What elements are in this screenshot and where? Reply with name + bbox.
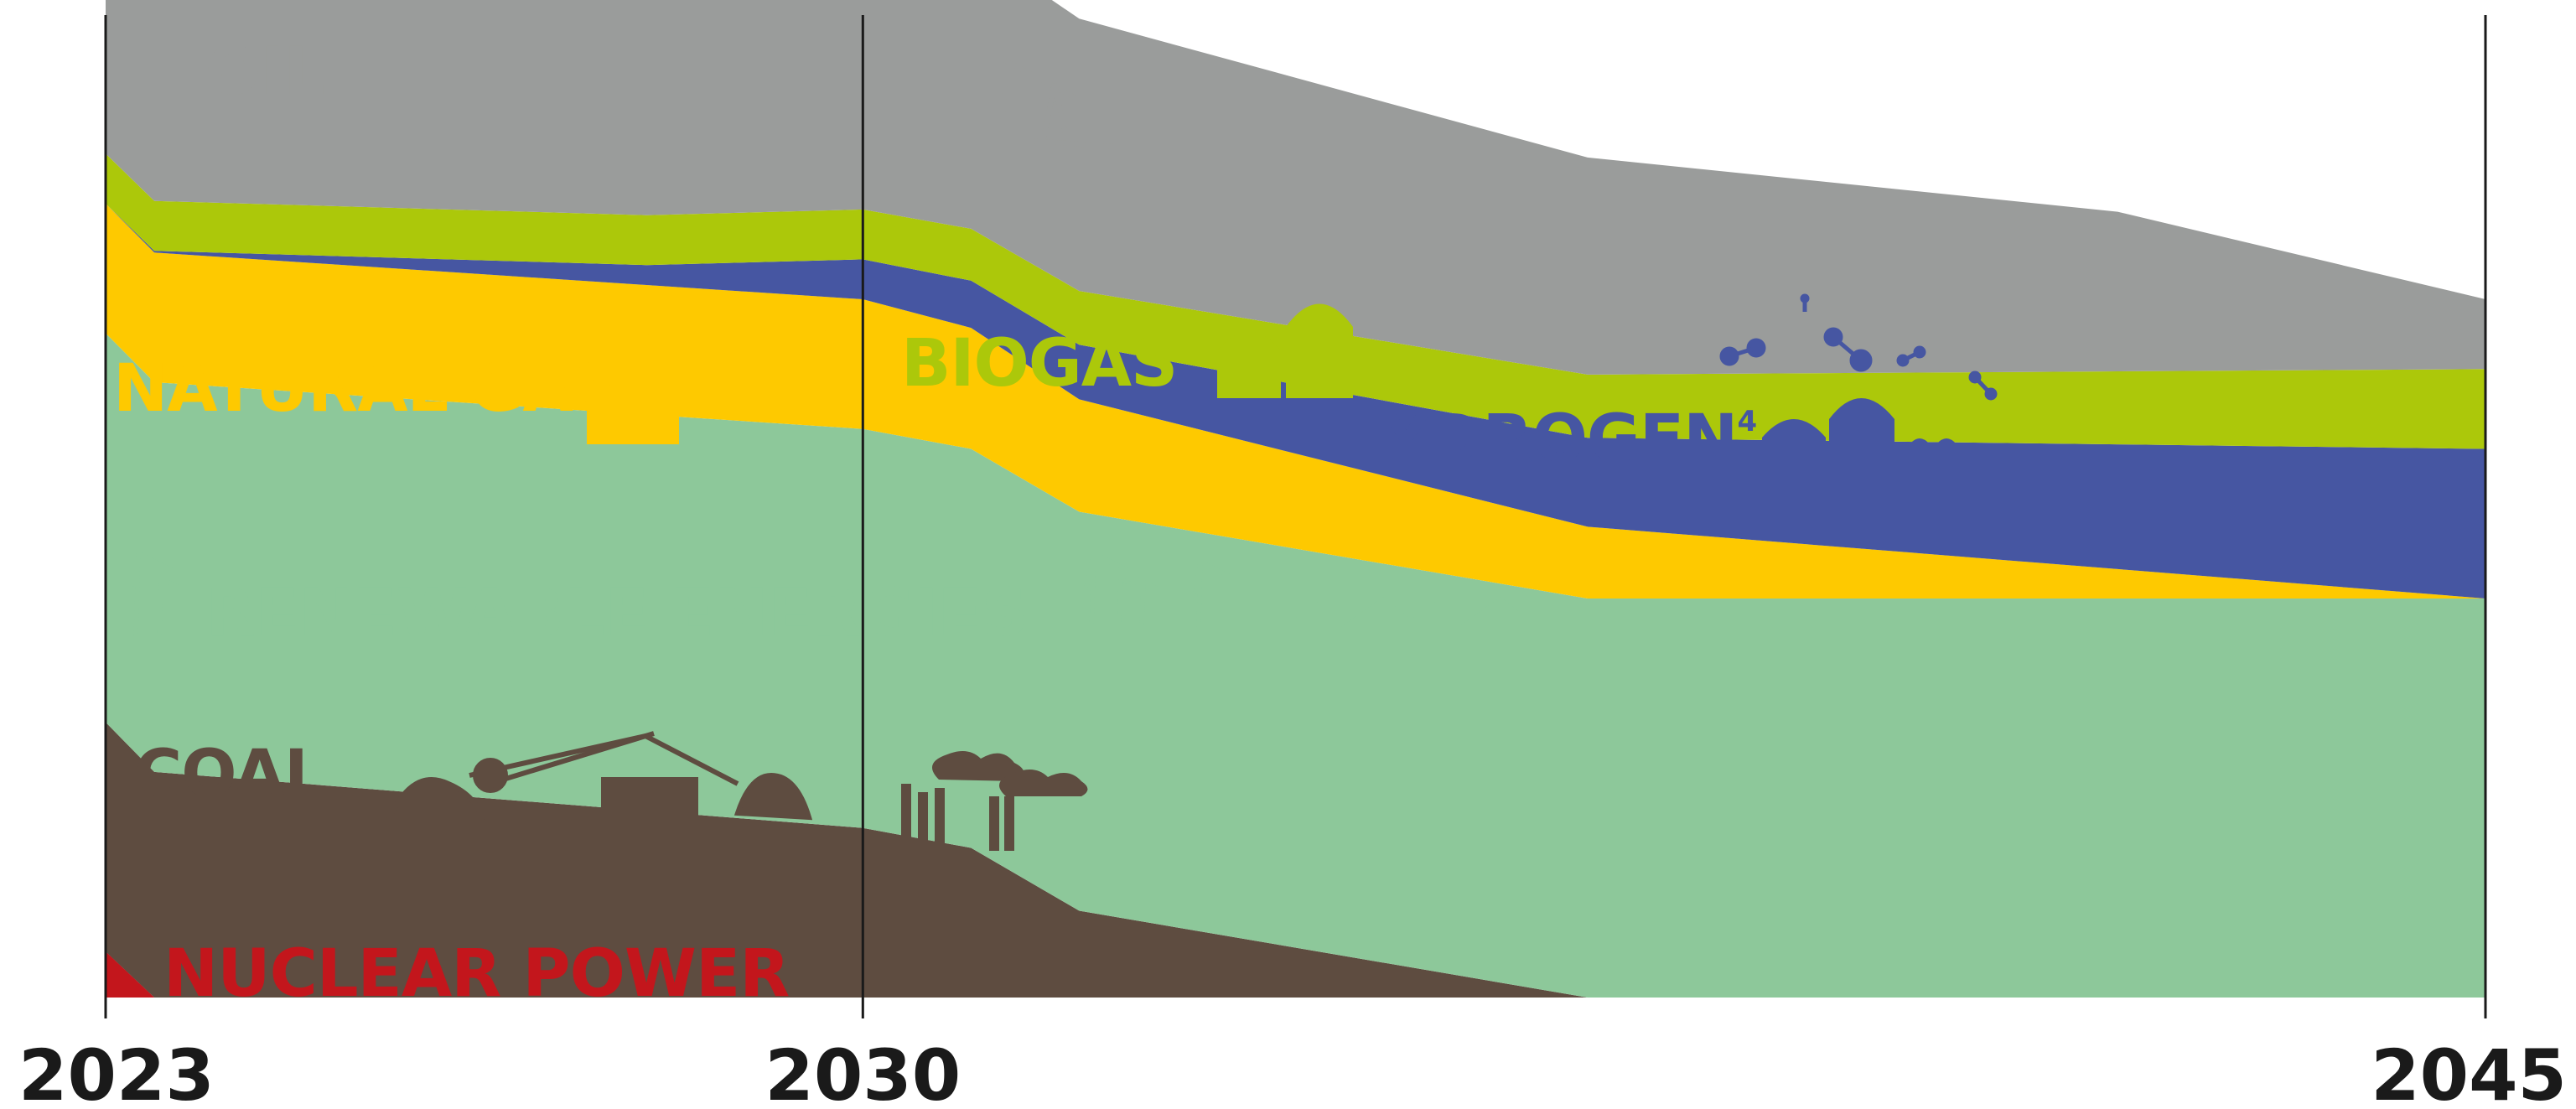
band-hydrogen <box>106 203 2485 599</box>
band-label-natural-gas: NATURAL GAS <box>113 351 619 427</box>
band-coal <box>106 722 2485 998</box>
band-label-renewable-energies: RENEWABLE ENERGIES <box>205 576 1028 651</box>
band-labels: OIL NATURAL GAS BIOGAS HYDROGEN4 RENEWAB… <box>113 34 1757 1012</box>
x-axis-ticks: 2023 2030 2045 <box>18 1034 2567 1109</box>
band-label-oil: OIL <box>205 34 324 110</box>
biogas-digester-icon <box>1217 303 1353 398</box>
band-label-superscript: 4 <box>1737 405 1756 438</box>
x-tick-label-2023: 2023 <box>18 1034 215 1109</box>
band-label-biogas: BIOGAS <box>901 326 1177 402</box>
band-label-hydrogen: HYDROGEN4 <box>1329 402 1756 477</box>
area-bands <box>106 0 2485 998</box>
band-label-coal: COAL <box>134 737 325 812</box>
hydrogen-plant-icon <box>1762 398 1957 488</box>
x-tick-label-2030: 2030 <box>765 1034 961 1109</box>
power-plant-icon <box>901 751 1088 851</box>
nuclear-wedge <box>106 951 155 998</box>
oil-pump-icon <box>995 49 1116 149</box>
band-label-nuclear-power: NUCLEAR POWER <box>163 936 789 1012</box>
x-tick-label-2045: 2045 <box>2371 1034 2567 1109</box>
year-gridlines <box>104 15 2487 1018</box>
bucket-wheel-excavator-icon <box>386 731 813 825</box>
solar-panel-icon <box>1283 597 1584 627</box>
refinery-icon <box>352 29 889 117</box>
band-natural-gas <box>106 203 2485 599</box>
band-renewable-energies <box>106 333 2485 998</box>
wind-turbine-icon <box>116 526 1232 638</box>
hydrogen-molecule-icon <box>1719 293 1998 401</box>
band-biogas <box>106 153 2485 449</box>
gas-plant-icon <box>587 314 851 444</box>
